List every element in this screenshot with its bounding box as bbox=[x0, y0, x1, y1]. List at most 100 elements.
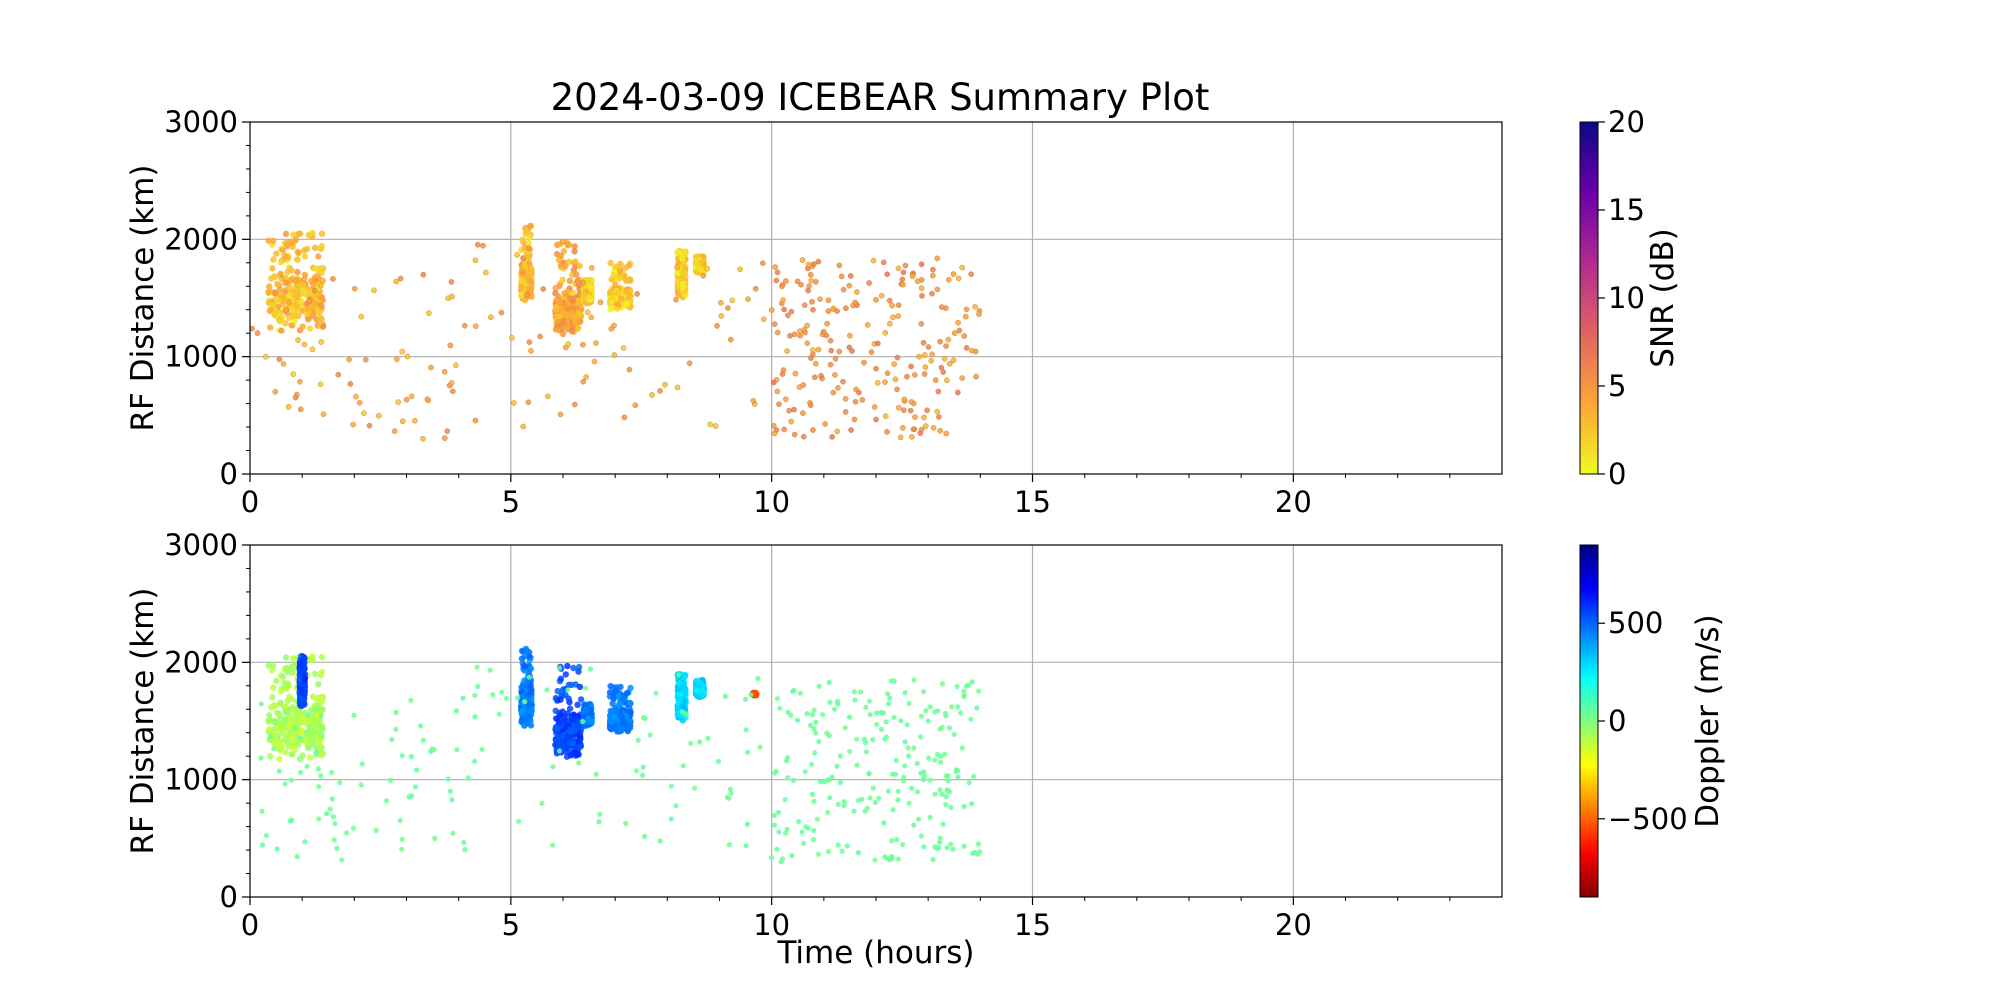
data-point bbox=[861, 359, 867, 366]
data-point bbox=[744, 749, 751, 755]
data-point bbox=[955, 275, 962, 282]
data-point bbox=[889, 302, 895, 309]
data-point bbox=[889, 771, 896, 777]
data-point bbox=[791, 406, 797, 413]
data-point bbox=[836, 348, 843, 355]
data-point bbox=[297, 406, 304, 413]
data-point bbox=[883, 734, 890, 740]
data-point bbox=[811, 261, 817, 267]
data-point bbox=[900, 778, 907, 784]
data-point bbox=[431, 747, 437, 753]
data-point bbox=[556, 282, 563, 290]
data-point bbox=[808, 761, 815, 767]
data-point bbox=[776, 829, 782, 835]
data-point bbox=[298, 298, 305, 305]
data-point bbox=[943, 802, 949, 808]
data-point bbox=[593, 340, 599, 346]
data-point bbox=[909, 273, 916, 280]
data-point bbox=[557, 675, 565, 682]
data-point bbox=[961, 333, 968, 339]
data-point bbox=[353, 393, 359, 400]
data-point bbox=[552, 707, 559, 714]
data-point bbox=[519, 682, 527, 689]
data-point bbox=[948, 805, 954, 811]
data-point bbox=[882, 854, 888, 860]
data-point bbox=[676, 680, 683, 687]
data-point bbox=[312, 694, 319, 702]
data-point bbox=[318, 230, 326, 237]
data-point bbox=[704, 265, 711, 272]
data-point bbox=[525, 239, 532, 247]
data-point bbox=[499, 689, 505, 695]
data-point bbox=[924, 407, 930, 414]
data-point bbox=[809, 712, 815, 718]
data-point bbox=[526, 222, 534, 230]
data-point bbox=[351, 285, 358, 292]
data-point bbox=[288, 305, 295, 313]
data-point bbox=[891, 361, 897, 367]
data-point bbox=[921, 844, 927, 850]
x-tick-label: 0 bbox=[241, 908, 259, 942]
data-point bbox=[557, 696, 564, 703]
data-point bbox=[780, 297, 786, 303]
data-point bbox=[900, 425, 906, 431]
data-point bbox=[930, 272, 936, 279]
data-point bbox=[318, 242, 325, 250]
data-point bbox=[640, 764, 646, 770]
data-point bbox=[540, 286, 547, 292]
colorbar-tick-label: 5 bbox=[1608, 369, 1626, 403]
data-point bbox=[937, 338, 943, 345]
data-point bbox=[944, 377, 950, 384]
data-point bbox=[961, 803, 967, 810]
data-point bbox=[901, 396, 908, 403]
data-point bbox=[750, 397, 757, 404]
data-point bbox=[937, 835, 943, 841]
data-point bbox=[697, 739, 703, 745]
data-point bbox=[822, 421, 829, 427]
data-point bbox=[976, 688, 982, 694]
data-point bbox=[520, 255, 526, 261]
data-point bbox=[305, 316, 312, 323]
data-point bbox=[884, 271, 891, 278]
data-point bbox=[911, 677, 917, 683]
data-point bbox=[813, 719, 819, 725]
data-point bbox=[878, 726, 885, 733]
data-point bbox=[276, 768, 282, 774]
data-point bbox=[873, 416, 879, 423]
x-tick-label: 10 bbox=[753, 485, 790, 519]
data-point bbox=[559, 708, 566, 715]
data-point bbox=[807, 722, 814, 729]
data-point bbox=[277, 699, 284, 706]
data-point bbox=[294, 268, 301, 276]
data-point bbox=[552, 313, 559, 320]
data-point bbox=[550, 842, 556, 848]
data-point bbox=[528, 347, 534, 354]
data-point bbox=[285, 314, 293, 322]
data-point bbox=[813, 278, 819, 285]
x-tick-label: 15 bbox=[1014, 908, 1051, 942]
data-point bbox=[904, 373, 910, 380]
data-point bbox=[817, 296, 823, 303]
data-point bbox=[771, 812, 777, 819]
data-point bbox=[959, 375, 966, 381]
data-point bbox=[922, 364, 929, 370]
data-point bbox=[921, 689, 927, 695]
data-point bbox=[282, 736, 289, 743]
data-point bbox=[769, 855, 775, 861]
data-point bbox=[279, 673, 286, 680]
data-point bbox=[627, 708, 634, 716]
data-point bbox=[350, 825, 357, 831]
data-point bbox=[318, 731, 325, 738]
data-point bbox=[827, 795, 833, 801]
data-point bbox=[614, 301, 622, 308]
data-point bbox=[482, 269, 489, 276]
data-point bbox=[282, 781, 288, 787]
data-point bbox=[312, 670, 319, 677]
data-point bbox=[906, 700, 912, 707]
data-point bbox=[479, 746, 485, 753]
data-point bbox=[677, 250, 684, 257]
data-point bbox=[395, 399, 402, 405]
data-point bbox=[699, 682, 706, 690]
data-point bbox=[556, 299, 564, 307]
data-point bbox=[693, 681, 700, 688]
